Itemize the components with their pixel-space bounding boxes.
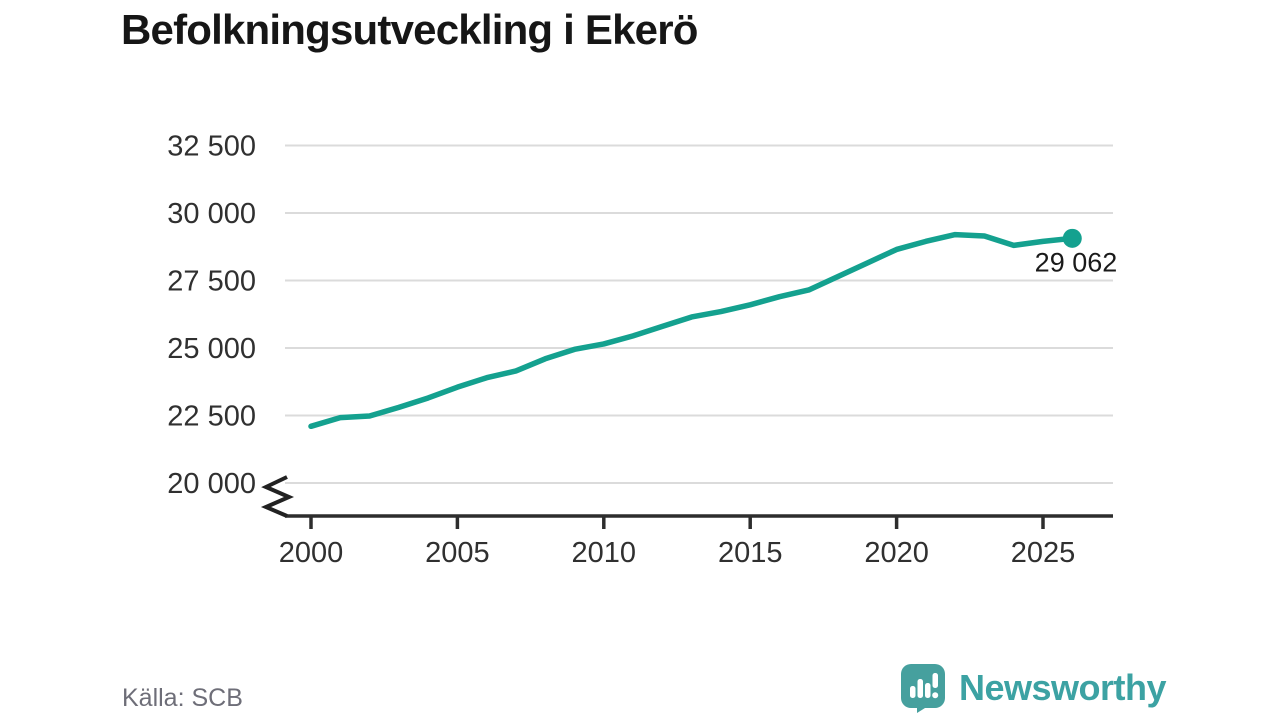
x-tick-label: 2015 <box>718 537 783 569</box>
y-tick-label: 27 500 <box>167 266 256 298</box>
y-tick-label: 20 000 <box>167 468 256 500</box>
gridlines <box>285 144 1113 484</box>
axis-break-icon <box>260 475 295 518</box>
chart-title: Befolkningsutveckling i Ekerö <box>121 6 698 53</box>
x-tick-label: 2000 <box>279 537 344 569</box>
y-tick-label: 32 500 <box>167 131 256 163</box>
x-tick-label: 2005 <box>425 537 490 569</box>
y-tick-label: 25 000 <box>167 333 256 365</box>
x-axis-ticks <box>309 517 1045 529</box>
newsworthy-logo: Newsworthy <box>900 663 1167 713</box>
x-axis-labels: 2000 2005 2010 2015 2020 2025 <box>279 537 1076 569</box>
source-note: Källa: SCB <box>122 684 243 712</box>
y-axis-labels: 20 000 22 500 25 000 27 500 30 000 32 500 <box>167 131 256 501</box>
population-series-line <box>308 231 1076 430</box>
x-tick-label: 2010 <box>572 537 637 569</box>
latest-value-label: 29 062 <box>1035 247 1118 277</box>
newsworthy-wordmark: Newsworthy <box>959 667 1167 708</box>
x-tick-label: 2020 <box>864 537 929 569</box>
latest-value-dot <box>1062 228 1082 248</box>
newsworthy-speech-bubble-chart-icon <box>901 664 945 713</box>
y-tick-label: 30 000 <box>167 198 256 230</box>
y-tick-label: 22 500 <box>167 401 256 433</box>
x-tick-label: 2025 <box>1011 537 1076 569</box>
